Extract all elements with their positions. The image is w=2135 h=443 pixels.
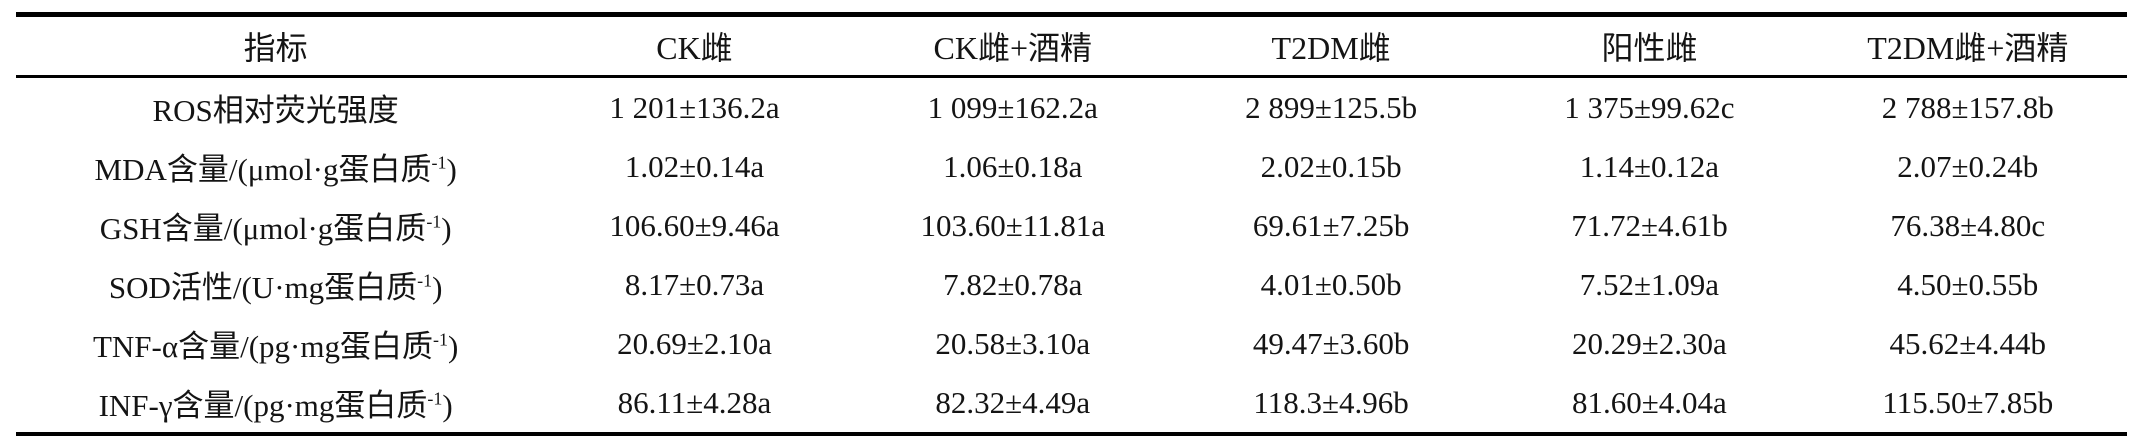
value-cell: 71.72±4.61b xyxy=(1571,207,1728,243)
table-row-inf-gamma: INF-γ含量/(pg·mg蛋白质-1) 86.11±4.28a 82.32±4… xyxy=(16,373,2127,434)
value-cell: 2 788±157.8b xyxy=(1881,89,2054,125)
row-label-text: MDA含量/(μmol·g蛋白质 xyxy=(94,152,432,187)
unit-superscript: -1 xyxy=(433,329,448,350)
value-cell: 7.82±0.78a xyxy=(943,266,1083,302)
value-cell: 45.62±4.44b xyxy=(1889,325,2047,361)
value-cell: 20.69±2.10a xyxy=(617,325,772,361)
column-header-positive-female: 阳性雌 xyxy=(1490,14,1809,78)
row-label-text: SOD活性/(U·mg蛋白质 xyxy=(108,270,418,305)
table-row-sod: SOD活性/(U·mg蛋白质-1) 8.17±0.73a 7.82±0.78a … xyxy=(16,255,2127,314)
column-header-ck-female: CK雌 xyxy=(535,14,854,78)
row-label: INF-γ含量/(pg·mg蛋白质-1) xyxy=(16,373,535,434)
value-cell: 2.07±0.24b xyxy=(1897,148,2039,184)
value-cell: 81.60±4.04a xyxy=(1572,384,1727,420)
column-header-ck-female-alcohol: CK雌+酒精 xyxy=(853,14,1172,78)
table-header-row: 指标 CK雌 CK雌+酒精 T2DM雌 阳性雌 T2DM雌+酒精 xyxy=(16,14,2127,78)
value-cell: 103.60±11.81a xyxy=(920,207,1106,243)
value-cell: 20.29±2.30a xyxy=(1572,325,1727,361)
row-label-tail: ) xyxy=(432,270,443,305)
value-cell: 1 099±162.2a xyxy=(927,89,1098,125)
value-cell: 118.3±4.96b xyxy=(1253,384,1409,420)
unit-superscript: -1 xyxy=(417,270,433,291)
value-cell: 20.58±3.10a xyxy=(935,325,1091,361)
value-cell: 8.17±0.73a xyxy=(624,266,765,302)
row-label-text: GSH含量/(μmol·g蛋白质 xyxy=(99,211,427,246)
value-cell: 1 375±99.62c xyxy=(1564,89,1735,125)
table-row-tnf-alpha: TNF-α含量/(pg·mg蛋白质-1) 20.69±2.10a 20.58±3… xyxy=(16,314,2127,373)
value-cell: 106.60±9.46a xyxy=(609,207,780,243)
value-cell: 1.06±0.18a xyxy=(943,148,1083,184)
value-cell: 4.50±0.55b xyxy=(1897,266,2039,302)
value-cell: 1 201±136.2a xyxy=(609,89,780,125)
value-cell: 76.38±4.80c xyxy=(1890,207,2046,243)
row-label-text: INF-γ含量/(pg·mg蛋白质 xyxy=(98,388,428,423)
row-label-tail: ) xyxy=(441,211,452,246)
row-label-tail: ) xyxy=(447,329,459,364)
row-label: SOD活性/(U·mg蛋白质-1) xyxy=(16,255,535,314)
results-table: 指标 CK雌 CK雌+酒精 T2DM雌 阳性雌 T2DM雌+酒精 ROS相对荧光… xyxy=(16,12,2127,436)
unit-superscript: -1 xyxy=(426,211,442,232)
row-label: MDA含量/(μmol·g蛋白质-1) xyxy=(16,137,535,196)
column-header-t2dm-female-alcohol: T2DM雌+酒精 xyxy=(1808,14,2127,78)
value-cell: 4.01±0.50b xyxy=(1260,266,1402,302)
table-row-ros: ROS相对荧光强度 1 201±136.2a 1 099±162.2a 2 89… xyxy=(16,77,2127,138)
row-label-tail: ) xyxy=(442,388,453,423)
table-row-mda: MDA含量/(μmol·g蛋白质-1) 1.02±0.14a 1.06±0.18… xyxy=(16,137,2127,196)
value-cell: 69.61±7.25b xyxy=(1252,207,1410,243)
value-cell: 1.02±0.14a xyxy=(624,148,765,184)
value-cell: 7.52±1.09a xyxy=(1579,266,1720,302)
unit-superscript: -1 xyxy=(427,388,443,409)
unit-superscript: -1 xyxy=(431,152,447,173)
column-header-indicator: 指标 xyxy=(16,14,536,78)
value-cell: 1.14±0.12a xyxy=(1579,148,1720,184)
value-cell: 115.50±7.85b xyxy=(1882,384,2054,420)
value-cell: 86.11±4.28a xyxy=(617,384,772,420)
column-header-t2dm-female: T2DM雌 xyxy=(1171,14,1491,78)
row-label: TNF-α含量/(pg·mg蛋白质-1) xyxy=(16,314,535,373)
table-row-gsh: GSH含量/(μmol·g蛋白质-1) 106.60±9.46a 103.60±… xyxy=(16,196,2127,255)
row-label-tail: ) xyxy=(446,152,457,187)
value-cell: 2.02±0.15b xyxy=(1260,148,1402,184)
value-cell: 82.32±4.49a xyxy=(935,384,1091,420)
value-cell: 49.47±3.60b xyxy=(1252,325,1410,361)
row-label-text: ROS相对荧光强度 xyxy=(152,93,399,128)
value-cell: 2 899±125.5b xyxy=(1245,89,1418,125)
row-label-text: TNF-α含量/(pg·mg蛋白质 xyxy=(92,329,433,364)
row-label: GSH含量/(μmol·g蛋白质-1) xyxy=(16,196,535,255)
row-label: ROS相对荧光强度 xyxy=(16,77,535,138)
